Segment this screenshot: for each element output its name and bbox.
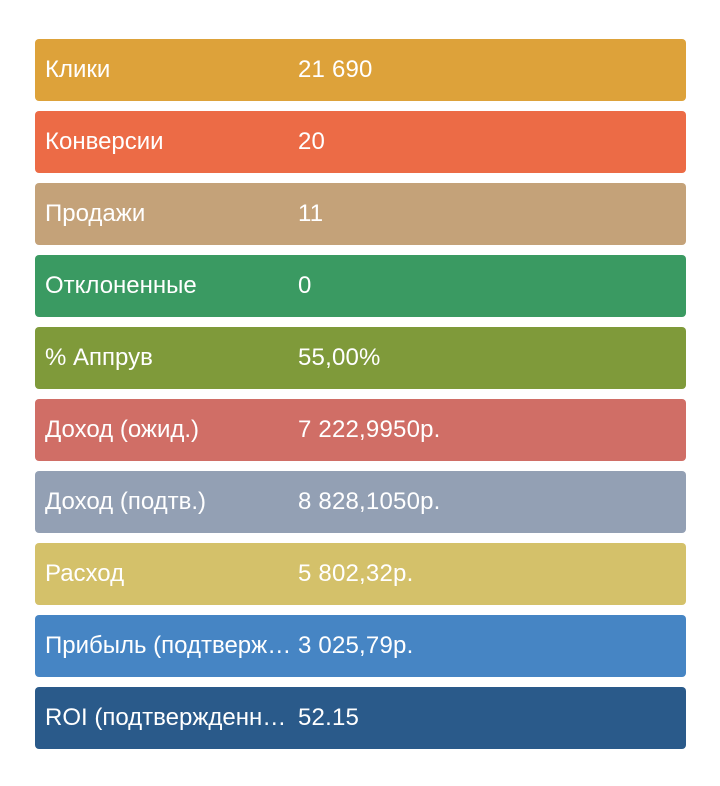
stat-value: 8 828,1050р. <box>298 488 441 515</box>
stat-label: Прибыль (подтвержденная) <box>45 632 298 659</box>
stat-value: 21 690 <box>298 56 373 83</box>
stat-value: 52.15 <box>298 704 360 731</box>
stat-label: Продажи <box>45 200 146 227</box>
stat-row-income-confirmed: Доход (подтв.) 8 828,1050р. <box>35 471 686 533</box>
stats-list: Клики 21 690 Конверсии 20 Продажи 11 Отк… <box>35 39 686 759</box>
stat-label: Конверсии <box>45 128 164 155</box>
stat-row-profit-confirmed: Прибыль (подтвержденная) 3 025,79р. <box>35 615 686 677</box>
stat-row-approve-rate: % Аппрув 55,00% <box>35 327 686 389</box>
stat-label: Отклоненные <box>45 272 197 299</box>
stat-label: ROI (подтвержденный) <box>45 704 298 731</box>
stat-label: % Аппрув <box>45 344 153 371</box>
stat-row-expense: Расход 5 802,32р. <box>35 543 686 605</box>
stat-row-sales: Продажи 11 <box>35 183 686 245</box>
stat-value: 3 025,79р. <box>298 632 414 659</box>
stat-value: 11 <box>298 200 324 227</box>
stat-value: 5 802,32р. <box>298 560 414 587</box>
stat-label: Доход (подтв.) <box>45 488 207 515</box>
stat-value: 55,00% <box>298 344 381 371</box>
stat-row-roi-confirmed: ROI (подтвержденный) 52.15 <box>35 687 686 749</box>
stat-label: Доход (ожид.) <box>45 416 200 443</box>
stat-row-income-expected: Доход (ожид.) 7 222,9950р. <box>35 399 686 461</box>
stat-value: 7 222,9950р. <box>298 416 441 443</box>
stat-value: 20 <box>298 128 326 155</box>
stat-row-conversions: Конверсии 20 <box>35 111 686 173</box>
stat-row-clicks: Клики 21 690 <box>35 39 686 101</box>
stat-row-rejected: Отклоненные 0 <box>35 255 686 317</box>
stat-value: 0 <box>298 272 312 299</box>
stat-label: Расход <box>45 560 125 587</box>
stat-label: Клики <box>45 56 111 83</box>
